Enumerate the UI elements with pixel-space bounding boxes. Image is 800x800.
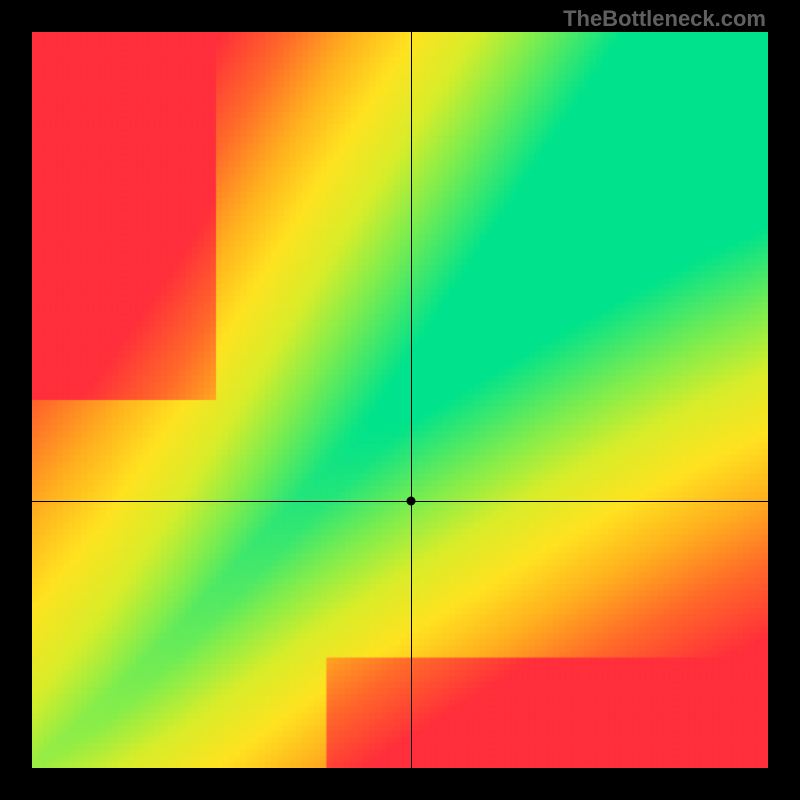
marker-dot bbox=[407, 496, 416, 505]
watermark-text: TheBottleneck.com bbox=[563, 6, 766, 32]
bottleneck-heatmap bbox=[32, 32, 768, 768]
crosshair-vertical bbox=[411, 32, 412, 768]
crosshair-horizontal bbox=[32, 501, 768, 502]
heatmap-canvas bbox=[32, 32, 768, 768]
